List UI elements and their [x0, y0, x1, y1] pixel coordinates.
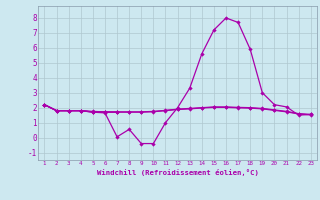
X-axis label: Windchill (Refroidissement éolien,°C): Windchill (Refroidissement éolien,°C) [97, 169, 259, 176]
